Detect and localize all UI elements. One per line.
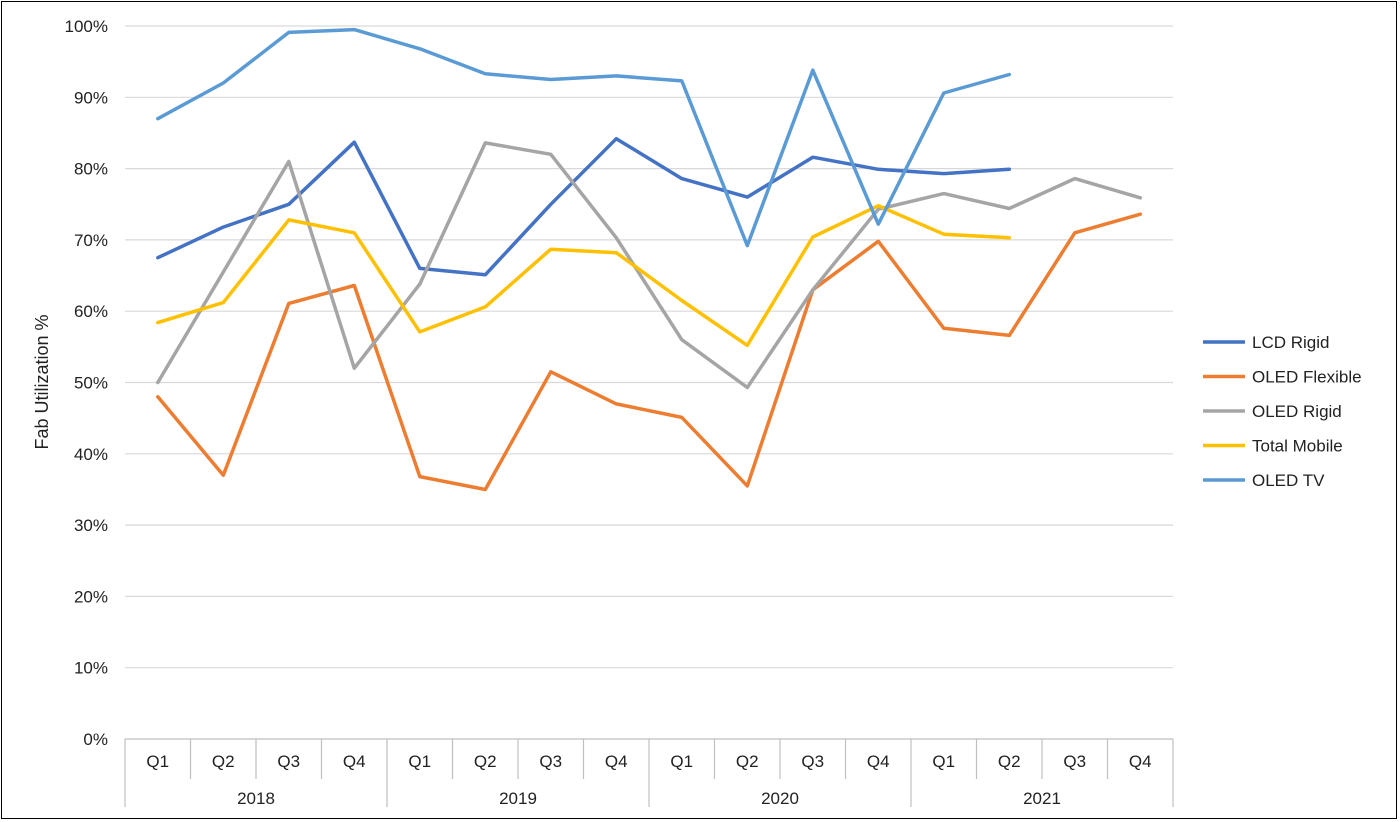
y-tick-label: 80% <box>74 160 108 179</box>
x-tick-label: Q2 <box>998 752 1021 771</box>
y-tick-label: 60% <box>74 302 108 321</box>
series-line <box>156 203 1012 348</box>
y-axis-ticks: 0% 10% 20% 30% 40% 50% 60% 70% 80% 90% 100% <box>65 17 108 749</box>
y-tick-label: 30% <box>74 516 108 535</box>
y-tick-label: 20% <box>74 587 108 606</box>
y-tick-label: 70% <box>74 231 108 250</box>
gridlines <box>125 25 1173 740</box>
x-tick-label: Q3 <box>277 752 300 771</box>
x-year-label: 2019 <box>499 789 537 808</box>
x-tick-label: Q1 <box>670 752 693 771</box>
x-tick-label: Q3 <box>539 752 562 771</box>
x-year-label: 2021 <box>1023 789 1061 808</box>
x-year-label: 2020 <box>761 789 799 808</box>
y-tick-label: 90% <box>74 88 108 107</box>
legend: LCD Rigid OLED Flexible OLED Rigid Total Mo… <box>1203 333 1362 490</box>
x-tick-label: Q1 <box>146 752 169 771</box>
y-tick-label: 40% <box>74 445 108 464</box>
legend-label: OLED Rigid <box>1252 402 1342 421</box>
x-axis: Q1 Q2 Q3 Q4 Q1 Q2 Q3 Q4 Q1 Q2 Q3 Q4 Q1 Q2 Q3 Q4 2018 2019… <box>124 739 1174 808</box>
x-tick-label: Q2 <box>474 752 497 771</box>
series-line <box>156 141 1143 390</box>
x-tick-label: Q1 <box>408 752 431 771</box>
series-lines <box>156 27 1143 492</box>
x-tick-label: Q4 <box>867 752 890 771</box>
series-line <box>156 212 1143 492</box>
x-tick-label: Q3 <box>801 752 824 771</box>
legend-label: OLED TV <box>1252 471 1325 490</box>
x-tick-label: Q2 <box>736 752 759 771</box>
y-axis-title: Fab Utilization % <box>32 314 52 449</box>
x-tick-label: Q2 <box>212 752 235 771</box>
x-tick-label: Q4 <box>343 752 366 771</box>
x-tick-label: Q3 <box>1063 752 1086 771</box>
legend-label: OLED Flexible <box>1252 368 1362 387</box>
y-tick-label: 0% <box>83 730 108 749</box>
y-tick-label: 100% <box>65 17 108 36</box>
y-tick-label: 50% <box>74 374 108 393</box>
x-year-label: 2018 <box>237 789 275 808</box>
series-line <box>156 27 1012 248</box>
legend-label: Total Mobile <box>1252 437 1343 456</box>
legend-label: LCD Rigid <box>1252 333 1329 352</box>
x-tick-label: Q4 <box>1129 752 1152 771</box>
x-tick-label: Q1 <box>932 752 955 771</box>
x-tick-label: Q4 <box>605 752 628 771</box>
y-tick-label: 10% <box>74 659 108 678</box>
